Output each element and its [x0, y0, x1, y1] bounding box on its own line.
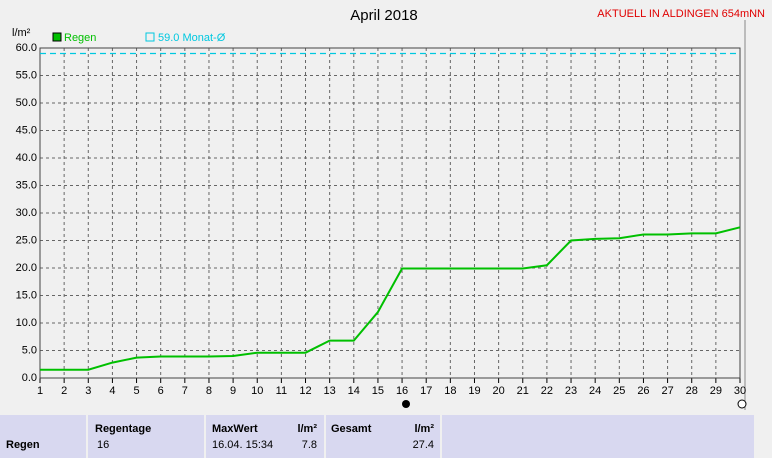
x-tick-label: 2 — [61, 385, 67, 397]
cell — [206, 415, 324, 458]
y-tick-label: 20.0 — [16, 262, 37, 274]
plot-border — [39, 47, 741, 379]
cell — [88, 415, 204, 458]
y-tick-label: 10.0 — [16, 317, 37, 329]
y-tick-label: 45.0 — [16, 124, 37, 136]
x-tick-label: 16 — [396, 385, 408, 397]
unit: l/m² — [297, 423, 317, 435]
value: 27.4 — [413, 439, 434, 451]
x-tick-label: 5 — [133, 385, 139, 397]
x-tick-label: 10 — [251, 385, 263, 397]
x-tick-label: 11 — [276, 385, 287, 397]
marker — [737, 399, 747, 409]
x-tick-label: 9 — [230, 385, 236, 397]
x-tick-label: 24 — [589, 385, 601, 397]
x-tick-label: 26 — [637, 385, 649, 397]
chart-title: April 2018 — [350, 7, 418, 24]
cell — [442, 415, 754, 458]
x-tick-label: 7 — [182, 385, 188, 397]
x-tick-label: 29 — [710, 385, 722, 397]
header: Gesamt — [331, 423, 372, 435]
unit: l/m² — [414, 423, 434, 435]
y-tick-label: 0.0 — [22, 372, 37, 384]
x-tick-label: 30 — [734, 385, 746, 397]
y-tick-label: 35.0 — [16, 179, 37, 191]
y-tick-label: 50.0 — [16, 97, 37, 109]
value: 7.8 — [302, 439, 317, 451]
marker — [402, 400, 410, 408]
x-tick-label: 3 — [85, 385, 91, 397]
x-tick-label: 6 — [158, 385, 164, 397]
x-tick-label: 1 — [37, 385, 43, 397]
y-tick-label: 60.0 — [16, 42, 37, 54]
x-tick-label: 12 — [299, 385, 311, 397]
legend-swatch — [145, 32, 155, 42]
y-tick-label: 25.0 — [16, 234, 37, 246]
x-tick-label: 19 — [468, 385, 480, 397]
y-tick-label: 40.0 — [16, 152, 37, 164]
value: 16 — [97, 439, 109, 451]
x-tick-label: 17 — [420, 385, 432, 397]
summary-panel: Regen Regentage 16 MaxWert l/m² 16.04. 1… — [0, 413, 772, 458]
x-tick-label: 23 — [565, 385, 577, 397]
x-tick-label: 22 — [541, 385, 553, 397]
x-tick-label: 21 — [517, 385, 529, 397]
y-tick-label: 15.0 — [16, 289, 37, 301]
legend-swatch — [52, 32, 62, 42]
y-tick-label: 30.0 — [16, 207, 37, 219]
y-axis-label: l/m² — [12, 27, 31, 39]
x-tick-label: 20 — [492, 385, 504, 397]
header: Regentage — [95, 423, 151, 435]
x-tick-label: 15 — [372, 385, 384, 397]
cell — [326, 415, 440, 458]
x-tick-label: 27 — [661, 385, 673, 397]
x-tick-label: 4 — [109, 385, 115, 397]
x-tick-label: 13 — [324, 385, 336, 397]
annotation: AKTUELL IN ALDINGEN 654mNN — [597, 8, 765, 20]
date: 16.04. 15:34 — [212, 439, 273, 451]
x-tick-label: 25 — [613, 385, 625, 397]
y-tick-label: 5.0 — [22, 344, 37, 356]
y-tick-label: 55.0 — [16, 69, 37, 81]
cell — [0, 415, 86, 458]
legend-label: 59.0 Monat-Ø — [158, 32, 226, 44]
x-tick-label: 14 — [348, 385, 360, 397]
data-line — [40, 226, 741, 371]
x-tick-label: 8 — [206, 385, 212, 397]
header: MaxWert — [212, 423, 258, 435]
x-tick-label: 18 — [444, 385, 456, 397]
legend-label: Regen — [64, 32, 96, 44]
x-tick-label: 28 — [686, 385, 698, 397]
row-label: Regen — [6, 439, 40, 451]
